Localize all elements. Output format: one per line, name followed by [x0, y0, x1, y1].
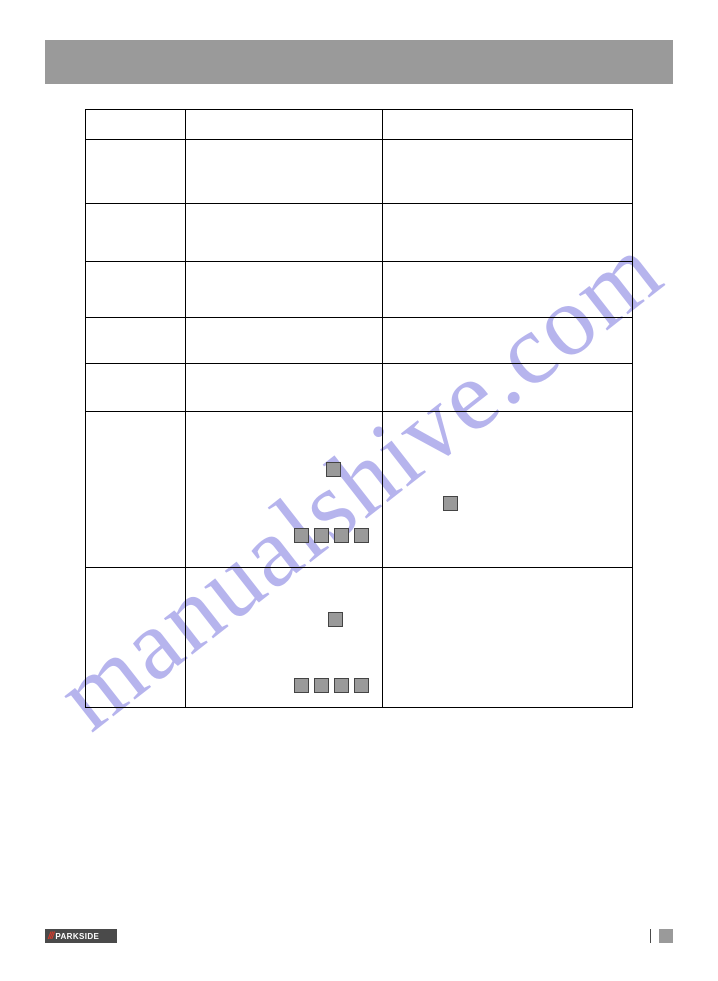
- page-number-area: [650, 929, 673, 943]
- table-cell: [185, 318, 383, 364]
- box-icon: [443, 496, 458, 511]
- box-icon: [326, 462, 341, 477]
- table-cell: [86, 110, 186, 140]
- table-cell: [383, 318, 633, 364]
- table-row: [86, 318, 633, 364]
- box-icon: [294, 678, 309, 693]
- box-icon: [334, 528, 349, 543]
- brand-stripes-icon: ///: [48, 931, 53, 942]
- table-row: [86, 568, 633, 708]
- table-cell: [185, 204, 383, 262]
- table-cell: [185, 364, 383, 412]
- box-icon: [354, 528, 369, 543]
- box-icon: [294, 528, 309, 543]
- table-row: [86, 110, 633, 140]
- table-cell: [185, 568, 383, 708]
- divider-icon: [650, 929, 651, 943]
- table-cell: [383, 568, 633, 708]
- box-icon: [354, 678, 369, 693]
- brand-badge: /// PARKSIDE: [45, 929, 117, 943]
- main-table: [85, 109, 633, 708]
- table-row: [86, 364, 633, 412]
- box-icon: [328, 612, 343, 627]
- page-footer: /// PARKSIDE: [45, 923, 673, 943]
- table-row: [86, 140, 633, 204]
- table-cell: [185, 412, 383, 568]
- box-icon: [314, 528, 329, 543]
- table-row: [86, 412, 633, 568]
- table-cell: [86, 204, 186, 262]
- box-icon: [314, 678, 329, 693]
- table-row: [86, 204, 633, 262]
- table-cell: [383, 412, 633, 568]
- table-cell: [383, 140, 633, 204]
- table-cell: [86, 364, 186, 412]
- table-cell: [86, 568, 186, 708]
- brand-name: PARKSIDE: [55, 932, 99, 941]
- box-icon: [334, 678, 349, 693]
- header-bar: [45, 40, 673, 84]
- table-cell: [86, 140, 186, 204]
- page-marker-icon: [659, 929, 673, 943]
- table-cell: [383, 364, 633, 412]
- table-cell: [185, 110, 383, 140]
- table-cell: [86, 318, 186, 364]
- table-cell: [86, 262, 186, 318]
- table-row: [86, 262, 633, 318]
- table-cell: [383, 262, 633, 318]
- table-cell: [383, 110, 633, 140]
- table-cell: [383, 204, 633, 262]
- table-cell: [185, 140, 383, 204]
- table-cell: [185, 262, 383, 318]
- table-cell: [86, 412, 186, 568]
